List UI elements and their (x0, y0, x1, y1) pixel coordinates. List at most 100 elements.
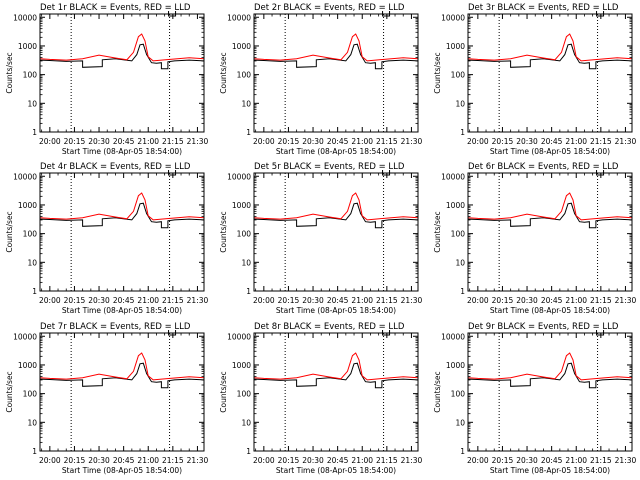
y-tick-label: 1 (460, 128, 465, 137)
y-tick-label: 10000 (13, 332, 37, 341)
lld-series-line (39, 192, 205, 221)
y-tick-label: 100 (451, 230, 466, 239)
x-tick-label: 20:30 (516, 137, 538, 146)
y-tick-label: 1 (460, 447, 465, 456)
panel-2: Det 2r BLACK = Events, RED = LLD Counts/s… (219, 3, 422, 156)
events-series-line (467, 202, 633, 229)
y-tick-label: 100 (237, 71, 252, 80)
y-axis-label: Counts/sec (219, 371, 228, 412)
x-tick-label: 20:00 (467, 296, 489, 305)
y-tick-label: 10 (241, 258, 251, 267)
x-tick-label: 21:00 (351, 296, 373, 305)
events-series-line (39, 202, 205, 229)
y-tick-label: 100 (237, 230, 252, 239)
panel-title: Det 1r BLACK = Events, RED = LLD (40, 3, 191, 13)
x-axis-label: Start Time (08-Apr-05 18:54:00) (62, 306, 182, 315)
y-tick-label: 1000 (18, 42, 37, 51)
y-tick-label: 10 (241, 418, 251, 427)
y-tick-label: 100 (451, 390, 466, 399)
plot-frame (467, 13, 633, 133)
x-tick-label: 20:15 (64, 456, 86, 465)
lld-series-line (467, 33, 633, 62)
y-tick-label: 1 (32, 287, 37, 296)
x-tick-label: 21:30 (615, 456, 637, 465)
x-axis-label: Start Time (08-Apr-05 18:54:00) (276, 466, 396, 475)
y-axis-label: Counts/sec (5, 52, 14, 93)
lld-series-line (253, 33, 419, 62)
lld-series-line (467, 192, 633, 221)
x-tick-label: 21:00 (565, 296, 587, 305)
y-tick-label: 10000 (227, 172, 251, 181)
events-series-line (253, 43, 419, 70)
y-tick-label: 1000 (232, 201, 251, 210)
y-tick-label: 1 (246, 287, 251, 296)
panel-6: Det 6r BLACK = Events, RED = LLD Counts/s… (433, 162, 636, 315)
x-tick-label: 20:15 (492, 296, 514, 305)
y-tick-label: 10 (241, 99, 251, 108)
x-tick-label: 20:00 (467, 456, 489, 465)
x-tick-label: 21:15 (162, 456, 184, 465)
x-tick-label: 21:00 (565, 456, 587, 465)
x-axis-label: Start Time (08-Apr-05 18:54:00) (62, 147, 182, 156)
x-tick-label: 20:45 (113, 137, 135, 146)
plot-frame (467, 172, 633, 292)
x-tick-label: 21:00 (137, 137, 159, 146)
x-tick-label: 21:30 (615, 296, 637, 305)
plot-frame (253, 172, 419, 292)
y-tick-label: 10000 (441, 332, 465, 341)
x-tick-label: 20:15 (64, 137, 86, 146)
y-tick-label: 1000 (446, 201, 465, 210)
panel-title: Det 4r BLACK = Events, RED = LLD (40, 162, 191, 172)
y-tick-label: 100 (451, 71, 466, 80)
x-tick-label: 20:00 (253, 137, 275, 146)
x-tick-label: 20:00 (253, 296, 275, 305)
y-tick-label: 100 (23, 71, 38, 80)
x-tick-label: 21:15 (590, 456, 612, 465)
events-series-line (467, 43, 633, 70)
x-tick-label: 21:30 (401, 137, 423, 146)
panel-1: Det 1r BLACK = Events, RED = LLD Counts/s… (5, 3, 208, 156)
x-tick-label: 20:30 (302, 137, 324, 146)
y-tick-label: 1000 (232, 42, 251, 51)
x-tick-label: 21:15 (162, 296, 184, 305)
x-tick-label: 21:00 (351, 456, 373, 465)
panel-title: Det 6r BLACK = Events, RED = LLD (468, 162, 619, 172)
x-tick-label: 20:15 (278, 456, 300, 465)
y-tick-label: 1 (460, 287, 465, 296)
x-tick-label: 20:45 (541, 456, 563, 465)
y-tick-label: 10 (27, 418, 37, 427)
y-tick-label: 1 (246, 128, 251, 137)
x-tick-label: 20:45 (541, 296, 563, 305)
panel-5: Det 5r BLACK = Events, RED = LLD Counts/s… (219, 162, 422, 315)
panel-4: Det 4r BLACK = Events, RED = LLD Counts/s… (5, 162, 208, 315)
lld-series-line (253, 192, 419, 221)
events-series-line (39, 43, 205, 70)
x-tick-label: 20:30 (88, 296, 110, 305)
x-axis-label: Start Time (08-Apr-05 18:54:00) (490, 147, 610, 156)
x-tick-label: 20:15 (492, 456, 514, 465)
y-tick-label: 10000 (441, 13, 465, 22)
y-tick-label: 10000 (13, 13, 37, 22)
x-tick-label: 21:15 (376, 296, 398, 305)
y-axis-label: Counts/sec (219, 211, 228, 252)
x-tick-label: 20:30 (302, 296, 324, 305)
y-tick-label: 1 (32, 447, 37, 456)
x-tick-label: 21:15 (376, 456, 398, 465)
plot-frame (253, 13, 419, 133)
x-tick-label: 21:30 (401, 296, 423, 305)
lld-series-line (39, 352, 205, 381)
panel-7: Det 7r BLACK = Events, RED = LLD Counts/s… (5, 322, 208, 475)
x-tick-label: 21:30 (187, 296, 209, 305)
plot-frame (39, 332, 205, 452)
panel-title: Det 9r BLACK = Events, RED = LLD (468, 322, 619, 332)
y-tick-label: 10 (27, 258, 37, 267)
y-axis-label: Counts/sec (433, 371, 442, 412)
x-tick-label: 20:45 (541, 137, 563, 146)
plot-frame (39, 172, 205, 292)
y-tick-label: 10 (455, 258, 465, 267)
x-tick-label: 20:30 (88, 137, 110, 146)
panel-9: Det 9r BLACK = Events, RED = LLD Counts/s… (433, 322, 636, 475)
y-axis-label: Counts/sec (5, 211, 14, 252)
x-tick-label: 21:00 (565, 137, 587, 146)
